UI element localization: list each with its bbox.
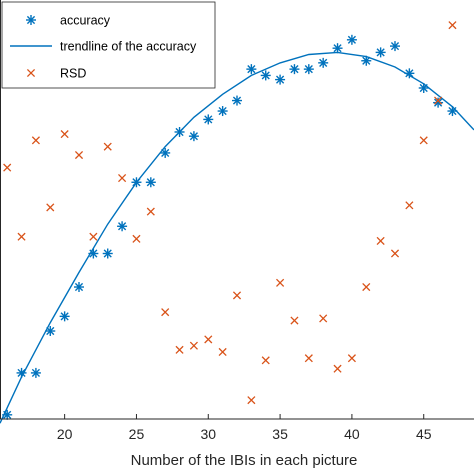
rsd-point	[175, 345, 184, 354]
rsd-point	[132, 234, 141, 243]
rsd-point	[319, 314, 328, 323]
rsd-point	[276, 278, 285, 287]
rsd-point	[103, 142, 112, 151]
rsd-point	[434, 96, 443, 105]
rsd-point	[17, 232, 26, 241]
rsd-point	[204, 335, 213, 344]
rsd-point	[376, 236, 385, 245]
accuracy-point	[275, 74, 286, 85]
rsd-point	[60, 130, 69, 139]
accuracy-point	[102, 248, 113, 259]
rsd-point	[46, 203, 55, 212]
rsd-point	[362, 282, 371, 292]
legend-box	[1, 1, 216, 89]
accuracy-point	[160, 147, 171, 158]
accuracy-point	[203, 114, 214, 125]
rsd-point	[304, 354, 313, 363]
x-tick-label: 40	[344, 426, 360, 442]
series-2	[0, 51, 474, 424]
x-tick-label: 30	[200, 426, 216, 442]
accuracy-point	[318, 57, 329, 68]
accuracy-point	[45, 326, 56, 337]
rsd-point	[74, 150, 84, 160]
rsd-point	[419, 136, 428, 145]
accuracy-point	[30, 367, 41, 378]
accuracy-point	[117, 221, 128, 232]
rsd-point	[89, 232, 98, 241]
rsd-point	[118, 174, 127, 183]
accuracy-point	[375, 47, 386, 58]
accuracy-point	[59, 311, 70, 322]
rsd-point	[218, 347, 227, 357]
x-tick-label: 25	[129, 426, 145, 442]
rsd-point	[161, 308, 170, 317]
accuracy-point	[246, 64, 257, 75]
legend-marker	[26, 68, 36, 78]
x-ticks: 20 25 30 35 40 45	[57, 414, 432, 442]
legend-label: trendline of the accuracy	[60, 40, 197, 54]
rsd-point	[448, 21, 457, 30]
accuracy-point	[390, 41, 400, 52]
x-tick-label: 35	[272, 426, 288, 442]
rsd-point	[405, 201, 414, 210]
legend-entry-1: accuracy	[26, 14, 111, 28]
accuracy-point	[74, 282, 84, 293]
legend: accuracy trendline of the accuracy RSD	[1, 1, 216, 89]
rsd-point	[31, 136, 40, 145]
accuracy-point	[217, 106, 228, 117]
legend-entries: accuracy trendline of the accuracy RSD	[10, 14, 197, 81]
accuracy-point	[260, 70, 271, 81]
rsd-point	[3, 163, 12, 172]
plot-area	[0, 21, 474, 424]
axes: 20 25 30 35 40 45	[0, 0, 474, 442]
rsd-point	[146, 207, 155, 216]
rsd-point	[232, 291, 242, 300]
accuracy-point	[433, 97, 444, 108]
rsd-point	[189, 341, 198, 350]
accuracy-point	[232, 95, 242, 106]
x-tick-label: 45	[416, 426, 432, 442]
rsd-point	[333, 364, 342, 373]
legend-label: RSD	[60, 67, 86, 81]
rsd-point	[261, 356, 270, 365]
accuracy-point	[289, 64, 300, 75]
legend-marker	[26, 15, 36, 25]
series-1	[2, 34, 458, 420]
legend-entry-3: RSD	[26, 67, 86, 81]
rsd-point	[247, 396, 256, 405]
rsd-point	[390, 249, 400, 258]
accuracy-point	[145, 177, 156, 188]
trendline	[0, 51, 474, 424]
legend-label: accuracy	[60, 14, 111, 28]
legend-entry-2: trendline of the accuracy	[10, 40, 197, 54]
accuracy-point	[346, 34, 357, 45]
accuracy-point	[332, 43, 343, 54]
rsd-point	[290, 316, 299, 325]
series-3	[3, 21, 457, 405]
accuracy-point	[188, 131, 199, 142]
x-axis-label: Number of the IBIs in each picture	[131, 452, 358, 469]
accuracy-point	[361, 55, 372, 66]
accuracy-point	[303, 64, 314, 75]
rsd-point	[347, 354, 356, 363]
x-tick-label: 20	[57, 426, 73, 442]
